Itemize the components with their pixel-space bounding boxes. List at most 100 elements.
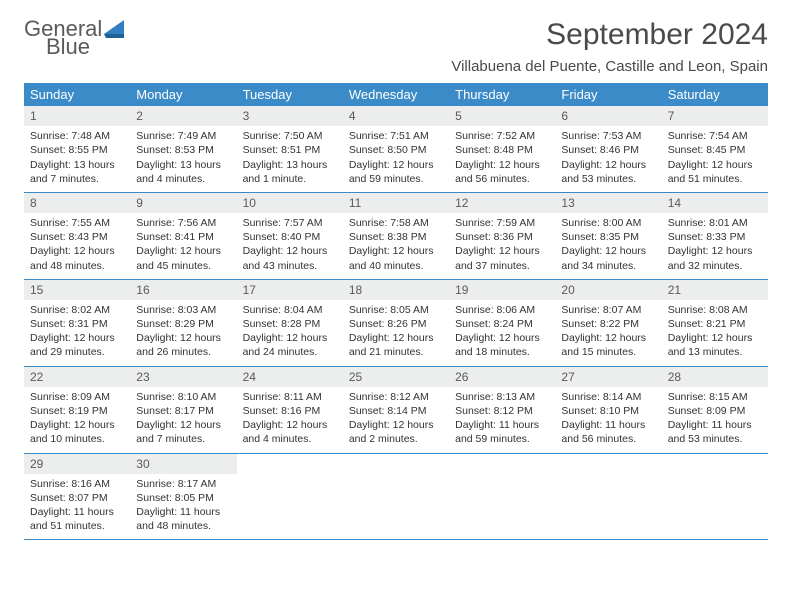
day-number: 4 <box>343 106 449 126</box>
day-number: 22 <box>24 367 130 387</box>
day-number: 16 <box>130 280 236 300</box>
day-cell: 19Sunrise: 8:06 AMSunset: 8:24 PMDayligh… <box>449 280 555 366</box>
daylight-text: Daylight: 12 hours and 48 minutes. <box>30 244 124 272</box>
daylight-text: Daylight: 11 hours and 51 minutes. <box>30 505 124 533</box>
day-number: 21 <box>662 280 768 300</box>
sunset-text: Sunset: 8:12 PM <box>455 404 549 418</box>
sunrise-text: Sunrise: 8:02 AM <box>30 303 124 317</box>
sunrise-text: Sunrise: 7:59 AM <box>455 216 549 230</box>
sunrise-text: Sunrise: 8:04 AM <box>243 303 337 317</box>
day-body: Sunrise: 8:13 AMSunset: 8:12 PMDaylight:… <box>449 387 555 453</box>
day-body: Sunrise: 7:48 AMSunset: 8:55 PMDaylight:… <box>24 126 130 192</box>
day-cell: 13Sunrise: 8:00 AMSunset: 8:35 PMDayligh… <box>555 193 661 279</box>
daylight-text: Daylight: 12 hours and 43 minutes. <box>243 244 337 272</box>
sunrise-text: Sunrise: 7:51 AM <box>349 129 443 143</box>
day-cell: 27Sunrise: 8:14 AMSunset: 8:10 PMDayligh… <box>555 367 661 453</box>
day-number: 14 <box>662 193 768 213</box>
daylight-text: Daylight: 13 hours and 7 minutes. <box>30 158 124 186</box>
sunrise-text: Sunrise: 8:09 AM <box>30 390 124 404</box>
sunset-text: Sunset: 8:53 PM <box>136 143 230 157</box>
day-number: 20 <box>555 280 661 300</box>
day-cell <box>555 454 661 540</box>
day-body: Sunrise: 8:05 AMSunset: 8:26 PMDaylight:… <box>343 300 449 366</box>
sunrise-text: Sunrise: 7:54 AM <box>668 129 762 143</box>
sunrise-text: Sunrise: 8:03 AM <box>136 303 230 317</box>
day-cell: 8Sunrise: 7:55 AMSunset: 8:43 PMDaylight… <box>24 193 130 279</box>
day-cell: 23Sunrise: 8:10 AMSunset: 8:17 PMDayligh… <box>130 367 236 453</box>
day-cell: 18Sunrise: 8:05 AMSunset: 8:26 PMDayligh… <box>343 280 449 366</box>
day-body: Sunrise: 7:51 AMSunset: 8:50 PMDaylight:… <box>343 126 449 192</box>
day-body: Sunrise: 7:50 AMSunset: 8:51 PMDaylight:… <box>237 126 343 192</box>
day-number: 28 <box>662 367 768 387</box>
daylight-text: Daylight: 12 hours and 45 minutes. <box>136 244 230 272</box>
day-cell: 22Sunrise: 8:09 AMSunset: 8:19 PMDayligh… <box>24 367 130 453</box>
day-body: Sunrise: 7:58 AMSunset: 8:38 PMDaylight:… <box>343 213 449 279</box>
day-header: Friday <box>555 83 661 106</box>
week-row: 22 Sunrise: 8:09 AMSunset: 8:19 PM Dayligh… <box>24 367 768 454</box>
calendar: Sunday Monday Tuesday Wednesday Thursday… <box>24 83 768 540</box>
sunrise-text: Sunrise: 7:48 AM <box>30 129 124 143</box>
sunrise-text: Sunrise: 7:49 AM <box>136 129 230 143</box>
daylight-text: Daylight: 11 hours and 56 minutes. <box>561 418 655 446</box>
day-body: Sunrise: 8:15 AMSunset: 8:09 PMDaylight:… <box>662 387 768 453</box>
day-body: Sunrise: 8:08 AMSunset: 8:21 PMDaylight:… <box>662 300 768 366</box>
day-header-row: Sunday Monday Tuesday Wednesday Thursday… <box>24 83 768 106</box>
daylight-text: Daylight: 12 hours and 18 minutes. <box>455 331 549 359</box>
sunrise-text: Sunrise: 8:10 AM <box>136 390 230 404</box>
daylight-text: Daylight: 12 hours and 34 minutes. <box>561 244 655 272</box>
day-number: 7 <box>662 106 768 126</box>
day-number: 19 <box>449 280 555 300</box>
daylight-text: Daylight: 13 hours and 1 minute. <box>243 158 337 186</box>
sunset-text: Sunset: 8:26 PM <box>349 317 443 331</box>
day-header: Tuesday <box>237 83 343 106</box>
week-row: 8Sunrise: 7:55 AMSunset: 8:43 PMDaylight… <box>24 193 768 280</box>
sunset-text: Sunset: 8:24 PM <box>455 317 549 331</box>
daylight-text: Daylight: 12 hours and 51 minutes. <box>668 158 762 186</box>
sunset-text: Sunset: 8:33 PM <box>668 230 762 244</box>
day-cell: 4Sunrise: 7:51 AMSunset: 8:50 PMDaylight… <box>343 106 449 192</box>
day-cell: 30Sunrise: 8:17 AMSunset: 8:05 PMDayligh… <box>130 454 236 540</box>
day-cell: 2Sunrise: 7:49 AMSunset: 8:53 PMDaylight… <box>130 106 236 192</box>
day-number: 8 <box>24 193 130 213</box>
daylight-text: Daylight: 12 hours and 32 minutes. <box>668 244 762 272</box>
sunset-text: Sunset: 8:19 PM <box>30 404 124 418</box>
day-body: Sunrise: 8:02 AMSunset: 8:31 PMDaylight:… <box>24 300 130 366</box>
day-header: Saturday <box>662 83 768 106</box>
day-cell <box>343 454 449 540</box>
sunrise-text: Sunrise: 8:15 AM <box>668 390 762 404</box>
day-cell: 5Sunrise: 7:52 AMSunset: 8:48 PMDaylight… <box>449 106 555 192</box>
day-body: Sunrise: 7:55 AMSunset: 8:43 PMDaylight:… <box>24 213 130 279</box>
day-body: Sunrise: 7:57 AMSunset: 8:40 PMDaylight:… <box>237 213 343 279</box>
sunset-text: Sunset: 8:46 PM <box>561 143 655 157</box>
day-cell: 21Sunrise: 8:08 AMSunset: 8:21 PMDayligh… <box>662 280 768 366</box>
day-header: Thursday <box>449 83 555 106</box>
day-cell: 12Sunrise: 7:59 AMSunset: 8:36 PMDayligh… <box>449 193 555 279</box>
day-body: Sunrise: 8:11 AMSunset: 8:16 PMDaylight:… <box>237 387 343 453</box>
day-number: 9 <box>130 193 236 213</box>
sunset-text: Sunset: 8:35 PM <box>561 230 655 244</box>
day-body: Sunrise: 8:04 AMSunset: 8:28 PMDaylight:… <box>237 300 343 366</box>
day-cell: 29Sunrise: 8:16 AMSunset: 8:07 PMDayligh… <box>24 454 130 540</box>
daylight-text: Daylight: 12 hours and 13 minutes. <box>668 331 762 359</box>
day-cell: 9Sunrise: 7:56 AMSunset: 8:41 PMDaylight… <box>130 193 236 279</box>
daylight-text: Daylight: 11 hours and 53 minutes. <box>668 418 762 446</box>
day-number: 13 <box>555 193 661 213</box>
sunset-text: Sunset: 8:14 PM <box>349 404 443 418</box>
day-body: Sunrise: 8:10 AMSunset: 8:17 PMDaylight:… <box>130 387 236 453</box>
daylight-text: Daylight: 12 hours and 56 minutes. <box>455 158 549 186</box>
logo-triangle-icon <box>104 20 126 38</box>
sunrise-text: Sunrise: 7:57 AM <box>243 216 337 230</box>
sunrise-text: Sunrise: 7:53 AM <box>561 129 655 143</box>
sunrise-text: Sunrise: 7:56 AM <box>136 216 230 230</box>
day-header: Wednesday <box>343 83 449 106</box>
daylight-text: Daylight: 12 hours and 53 minutes. <box>561 158 655 186</box>
daylight-text: Daylight: 12 hours and 15 minutes. <box>561 331 655 359</box>
day-cell: 3Sunrise: 7:50 AMSunset: 8:51 PMDaylight… <box>237 106 343 192</box>
day-body: Sunrise: 8:03 AMSunset: 8:29 PMDaylight:… <box>130 300 236 366</box>
sunrise-text: Sunrise: 7:50 AM <box>243 129 337 143</box>
day-number: 27 <box>555 367 661 387</box>
sunrise-text: Sunrise: 8:14 AM <box>561 390 655 404</box>
day-number: 26 <box>449 367 555 387</box>
day-body: Sunrise: 8:14 AMSunset: 8:10 PMDaylight:… <box>555 387 661 453</box>
sunset-text: Sunset: 8:51 PM <box>243 143 337 157</box>
